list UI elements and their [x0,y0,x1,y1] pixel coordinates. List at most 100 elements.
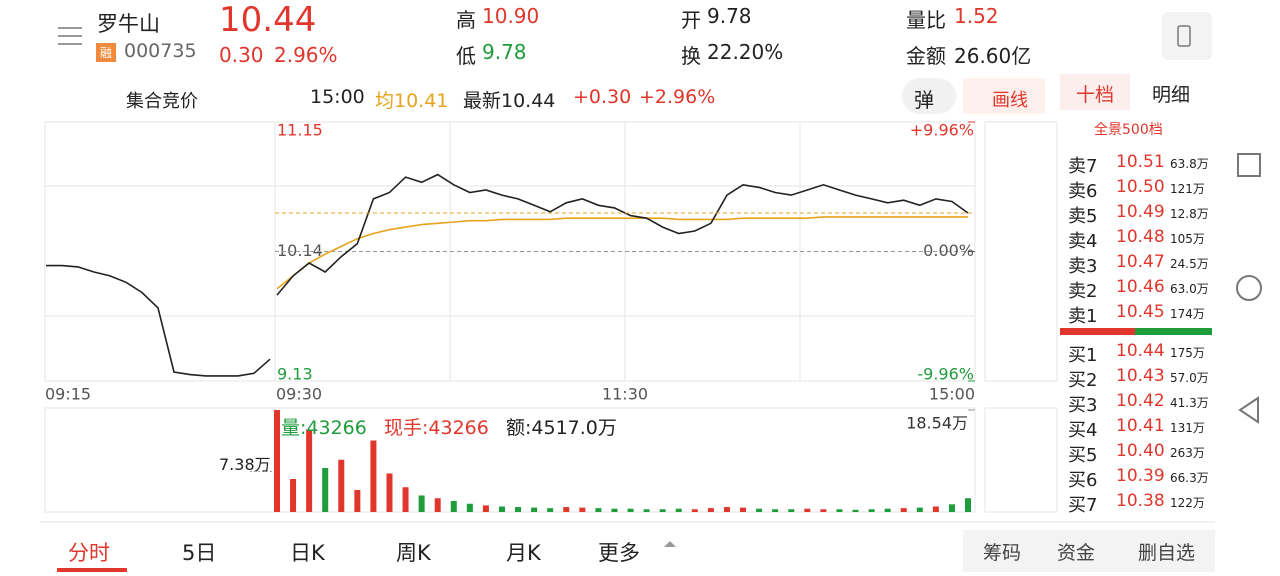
y2-tick-label: -9.96% [917,365,974,384]
menu-icon[interactable] [58,27,82,45]
volume-bar [450,500,457,512]
footer-tab[interactable]: 月K [506,541,541,565]
volume-bar [515,507,522,512]
volume-bar [691,509,698,512]
volume-info: 量:43266 [281,417,367,439]
volume-bar [852,509,859,512]
footer-tab[interactable]: 5日 [182,541,217,565]
stat-value: 10.90 [482,4,540,28]
volume-bar [836,509,843,512]
footer-tab[interactable]: 更多 [598,541,640,565]
order-price: 10.40 [1116,441,1165,461]
order-volume: 12.8万 [1170,207,1209,221]
footer-tab[interactable]: 分时 [68,541,110,565]
volume-bar [932,506,939,512]
nav-recent[interactable] [1237,153,1261,177]
full-depth[interactable]: 全景500档 [1094,122,1163,138]
change-pct: 2.96% [274,43,338,67]
order-volume: 57.0万 [1170,371,1209,385]
volume-bar [466,503,473,512]
stock-name: 罗牛山 [97,12,160,36]
order-label: 卖4 [1068,231,1098,252]
volume-tick-label: 18.54万 [906,414,968,433]
draw-button[interactable] [963,78,1045,114]
y-tick-label: 9.13 [277,365,313,384]
order-price: 10.51 [1116,152,1165,172]
volume-bar [884,508,891,512]
order-label: 买3 [1068,395,1098,416]
order-row: 卖6 10.50 121万 [1060,177,1212,202]
tab-detail[interactable]: 明细 [1152,84,1191,106]
footer-button[interactable]: 筹码 [983,542,1022,564]
sub-change-pct: +2.96% [639,86,716,108]
stat-value: 1.52 [954,4,999,28]
volume-bar [434,498,441,512]
stock-code: 000735 [124,40,197,62]
stat-value: 9.78 [482,40,527,64]
footer-tab[interactable]: 周K [396,541,431,565]
average-line [276,216,968,290]
volume-bar [370,440,377,512]
y2-tick-label: 0.00% [923,241,974,260]
x-tick-label: 09:30 [276,385,322,404]
order-price: 10.44 [1116,341,1165,361]
panel-frames [40,121,1215,523]
order-label: 卖5 [1068,206,1098,227]
stat-label: 换 [681,44,701,68]
order-row: 买6 10.39 66.3万 [1060,466,1212,491]
tab-active-bg [1060,74,1130,110]
tab-ten[interactable]: 十档 [1076,84,1115,106]
y-tick-label: 11.15 [277,121,323,140]
order-row: 买2 10.43 57.0万 [1060,366,1212,391]
order-volume: 66.3万 [1170,471,1209,485]
order-label: 买5 [1068,445,1098,466]
volume-bar [788,509,795,512]
order-price: 10.47 [1116,252,1165,272]
y-tick-label: 10.14 [277,241,323,260]
popup-label: 弹 [914,88,934,112]
order-row: 卖1 10.45 174万 [1060,302,1212,327]
stat-label: 开 [681,8,701,32]
stat-value: 26.60亿 [954,44,1032,68]
order-row: 买5 10.40 263万 [1060,441,1212,466]
order-volume: 174万 [1170,307,1205,321]
order-volume: 121万 [1170,182,1205,196]
nav-back[interactable] [1238,396,1259,424]
order-price: 10.45 [1116,302,1165,322]
footer-button[interactable]: 删自选 [1138,542,1196,564]
order-row: 卖5 10.49 12.8万 [1060,202,1212,227]
sell-ratio [1060,328,1135,335]
order-price: 10.48 [1116,227,1165,247]
volume-bar [338,459,345,512]
device-button[interactable] [1162,12,1212,60]
order-price: 10.49 [1116,202,1165,222]
volume-bar [659,509,666,512]
nav-bar [58,27,1262,424]
order-volume: 41.3万 [1170,396,1209,410]
volume-bar [418,495,425,512]
order-row: 卖2 10.46 63.0万 [1060,277,1212,302]
stat-value: 22.20% [707,40,784,64]
order-row: 买3 10.42 41.3万 [1060,391,1212,416]
volume-bar [772,509,779,512]
popup-button[interactable] [902,78,956,114]
margin-tag: 融 [96,43,117,62]
volume-bar [563,507,570,512]
order-price: 10.42 [1116,391,1165,411]
order-volume: 63.0万 [1170,282,1209,296]
volume-bar [948,504,955,512]
footer-tab[interactable]: 日K [290,541,325,565]
avg: 均10.41 [375,90,449,112]
volume-bar [498,506,505,512]
order-label: 买2 [1068,370,1098,391]
footer-button[interactable]: 资金 [1057,542,1096,564]
volume-bar [290,478,297,512]
volume-bar [611,508,618,512]
stat-label: 高 [456,8,476,32]
order-volume: 105万 [1170,232,1205,246]
order-row: 买1 10.44 175万 [1060,341,1212,366]
nav-home[interactable] [1236,275,1262,301]
volume-bar [900,508,907,512]
order-volume: 131万 [1170,421,1205,435]
price-line [276,173,969,296]
